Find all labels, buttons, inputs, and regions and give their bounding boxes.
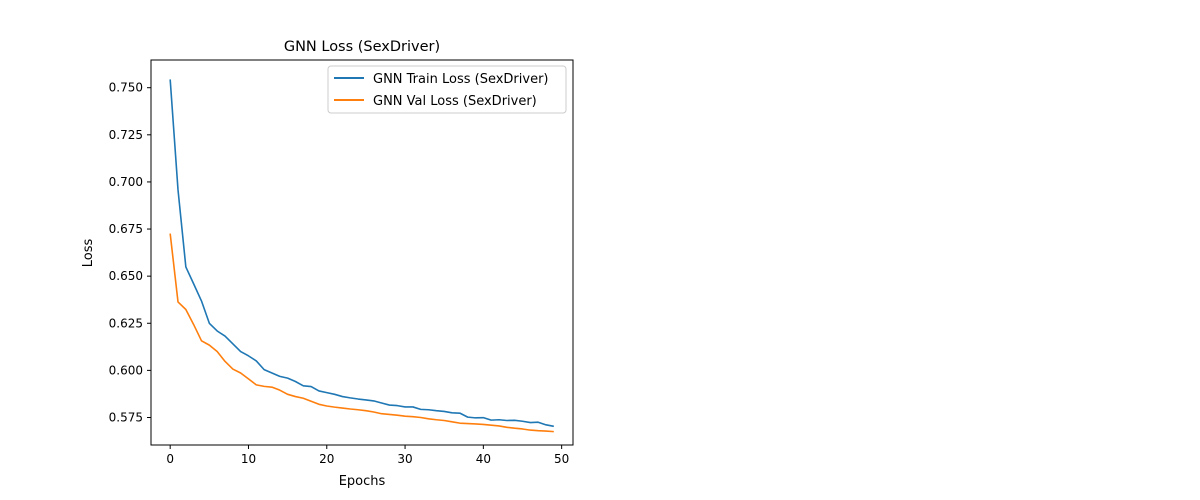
y-tick-label: 0.700 <box>109 175 143 189</box>
legend-label-val: GNN Val Loss (SexDriver) <box>373 94 537 109</box>
x-tick-label: 0 <box>166 452 174 466</box>
series-lines <box>169 79 554 433</box>
val-loss-line <box>169 233 554 433</box>
y-axis-label: Loss <box>81 239 96 268</box>
chart-title: GNN Loss (SexDriver) <box>284 39 440 55</box>
y-tick-label: 0.675 <box>109 222 143 236</box>
legend-label-train: GNN Train Loss (SexDriver) <box>373 72 549 87</box>
x-axis-label: Epochs <box>339 474 386 489</box>
x-tick-label: 30 <box>397 452 412 466</box>
y-tick-label: 0.575 <box>109 410 143 424</box>
y-axis-ticks: 0.575 0.600 0.625 0.650 0.675 0.700 0.725 0.750 <box>109 81 151 424</box>
train-loss-line <box>169 79 554 428</box>
x-axis-ticks: 0 10 20 30 40 50 <box>166 445 569 466</box>
x-tick-label: 40 <box>476 452 491 466</box>
plot-area <box>150 59 574 446</box>
x-tick-label: 50 <box>554 452 569 466</box>
y-tick-label: 0.650 <box>109 269 143 283</box>
legend: GNN Train Loss (SexDriver) GNN Val Loss … <box>327 65 567 114</box>
y-tick-label: 0.600 <box>109 363 143 377</box>
x-tick-label: 10 <box>241 452 256 466</box>
y-tick-label: 0.750 <box>109 81 143 95</box>
y-tick-label: 0.725 <box>109 128 143 142</box>
y-tick-label: 0.625 <box>109 316 143 330</box>
legend-box <box>327 65 567 114</box>
axes-frame <box>150 59 574 446</box>
x-tick-label: 20 <box>319 452 334 466</box>
